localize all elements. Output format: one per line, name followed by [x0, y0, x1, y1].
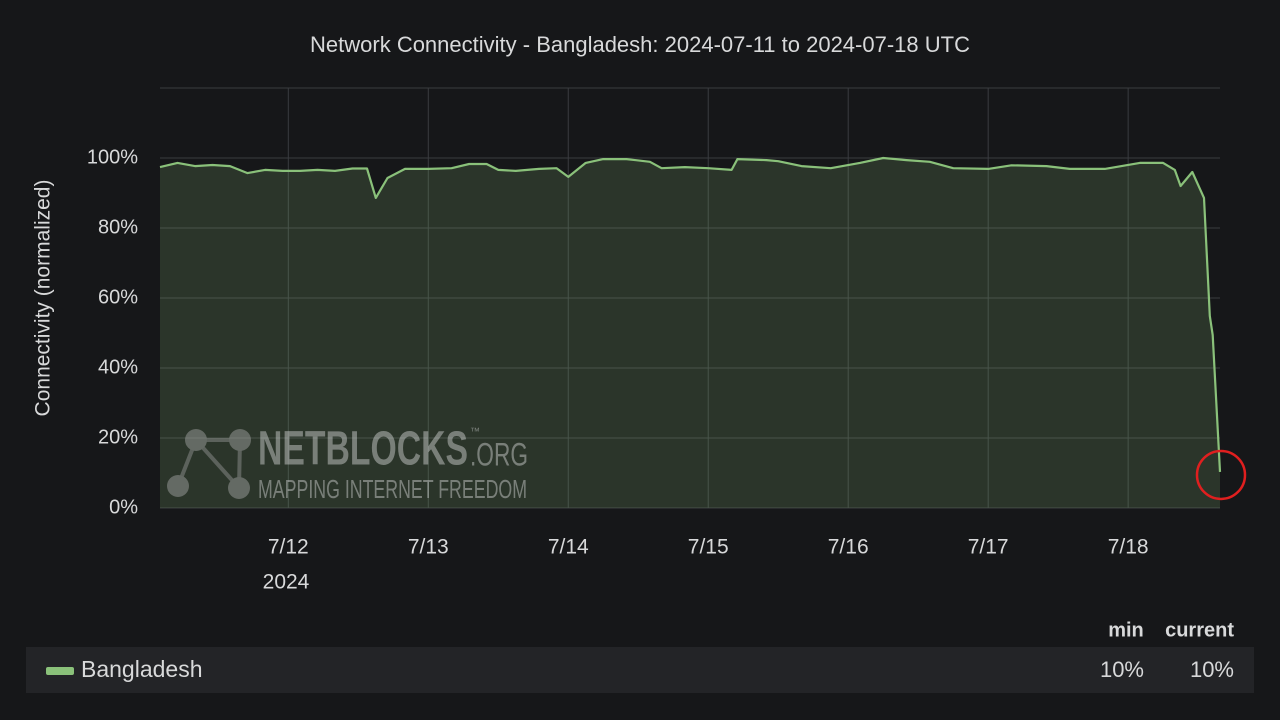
x-tick-label: 7/17 [968, 536, 1009, 559]
y-tick-label: 40% [98, 356, 138, 378]
watermark-tm: ™ [470, 427, 480, 438]
y-tick-label: 0% [109, 496, 138, 518]
legend-header: current [1165, 619, 1234, 641]
x-year-label: 2024 [263, 571, 310, 594]
x-tick-label: 7/18 [1108, 536, 1149, 559]
logo-edge [176, 439, 198, 487]
legend-value: 10% [1190, 657, 1234, 682]
x-tick-label: 7/14 [548, 536, 589, 559]
logo-node [185, 429, 207, 451]
legend-label: Bangladesh [81, 656, 203, 682]
x-tick-label: 7/13 [408, 536, 449, 559]
x-tick-label: 7/12 [268, 536, 309, 559]
highlight-circle [1195, 449, 1247, 501]
area [160, 158, 1220, 508]
watermark-tld: .ORG [470, 436, 528, 472]
watermark-tagline: MAPPING INTERNET FREEDOM [258, 474, 527, 504]
watermark-name: NETBLOCKS [258, 423, 468, 476]
logo-node [229, 429, 251, 451]
logo-edge [194, 438, 241, 490]
logo-node [228, 477, 250, 499]
y-tick-label: 80% [98, 216, 138, 238]
chart-title: Network Connectivity - Bangladesh: 2024-… [310, 32, 970, 57]
legend-row [26, 647, 1254, 693]
x-tick-label: 7/15 [688, 536, 729, 559]
logo-node [167, 475, 189, 497]
x-tick-label: 7/16 [828, 536, 869, 559]
legend-swatch [46, 667, 74, 675]
legend-value: 10% [1100, 657, 1144, 682]
y-tick-label: 100% [87, 146, 138, 168]
legend-header: min [1108, 619, 1144, 641]
y-axis-label: Connectivity (normalized) [32, 180, 55, 417]
watermark: NETBLOCKS .ORG ™ MAPPING INTERNET FREEDO… [167, 423, 528, 504]
line [159, 156, 1222, 472]
y-tick-label: 60% [98, 286, 138, 308]
logo-edge [237, 439, 242, 489]
y-tick-label: 20% [98, 426, 138, 448]
